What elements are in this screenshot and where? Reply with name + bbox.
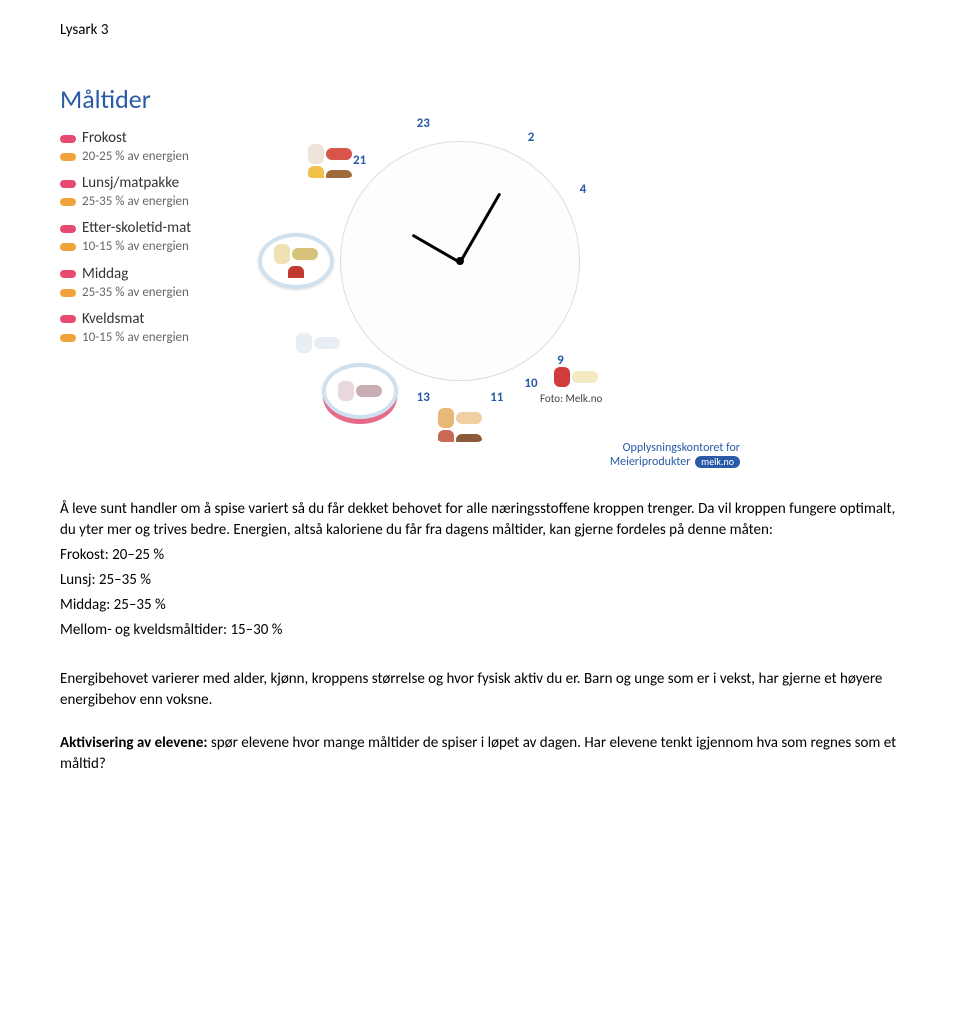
legend-pill-icon xyxy=(60,153,76,161)
food-dinner xyxy=(258,233,334,289)
infographic-title: Måltider xyxy=(60,81,151,117)
infographic-footer: Opplysningskontoret for Meieriprodukter … xyxy=(610,441,740,470)
paragraph-2: Energibehovet varierer med alder, kjønn,… xyxy=(60,669,900,711)
infographic-legend: Frokost 20-25 % av energien Lunsj/matpakke… xyxy=(60,131,270,357)
legend-sub: 25-35 % av energien xyxy=(82,284,189,302)
list-item: Lunsj: 25–35 % xyxy=(60,570,900,591)
energy-distribution-list: Frokost: 20–25 % Lunsj: 25–35 % Middag: 25… xyxy=(60,545,900,641)
photo-credit: Foto: Melk.no xyxy=(540,391,602,406)
footer-line2: Meieriprodukter xyxy=(610,455,691,469)
clock-number: 23 xyxy=(417,115,430,133)
legend-pill-icon xyxy=(60,135,76,143)
footer-line1: Opplysningskontoret for xyxy=(610,441,740,455)
food-porridge xyxy=(322,363,398,419)
clock-number: 11 xyxy=(490,389,503,407)
meal-clock: 23131121410219418 xyxy=(290,91,630,431)
legend-pill-icon xyxy=(60,198,76,206)
legend-pill-icon xyxy=(60,180,76,188)
page-subheader: Lysark 3 xyxy=(60,20,900,41)
food-sandwiches xyxy=(422,397,498,453)
legend-item: Lunsj/matpakke 25-35 % av energien xyxy=(60,176,270,211)
legend-name: Etter-skoletid-mat xyxy=(82,221,191,236)
legend-pill-icon xyxy=(60,225,76,233)
legend-name: Middag xyxy=(82,267,128,282)
legend-pill-icon xyxy=(60,334,76,342)
meals-infographic: Måltider Frokost 20-25 % av energien Lunsj… xyxy=(60,81,680,471)
clock-number: 13 xyxy=(417,389,430,407)
food-yogurt xyxy=(292,133,368,189)
legend-pill-icon xyxy=(60,315,76,323)
legend-item: Frokost 20-25 % av energien xyxy=(60,131,270,166)
footer-line2-wrap: Meieriprodukter melk.no xyxy=(610,455,740,469)
clock-number: 10 xyxy=(524,375,537,393)
legend-name: Lunsj/matpakke xyxy=(82,176,179,191)
list-item: Middag: 25–35 % xyxy=(60,595,900,616)
paragraph-1: Å leve sunt handler om å spise variert s… xyxy=(60,499,900,541)
clock-number: 4 xyxy=(580,181,587,199)
legend-name: Frokost xyxy=(82,131,127,146)
footer-badge: melk.no xyxy=(695,456,740,468)
legend-sub: 25-35 % av energien xyxy=(82,193,189,211)
list-item: Mellom- og kveldsmåltider: 15–30 % xyxy=(60,620,900,641)
legend-pill-icon xyxy=(60,289,76,297)
clock-number: 2 xyxy=(528,129,535,147)
list-item: Frokost: 20–25 % xyxy=(60,545,900,566)
paragraph-3-lead: Aktivisering av elevene: xyxy=(60,734,208,752)
paragraph-3: Aktivisering av elevene: spør elevene hv… xyxy=(60,733,900,775)
legend-sub: 10-15 % av energien xyxy=(82,238,189,256)
legend-sub: 20-25 % av energien xyxy=(82,148,189,166)
legend-pill-icon xyxy=(60,243,76,251)
legend-pill-icon xyxy=(60,270,76,278)
legend-name: Kveldsmat xyxy=(82,312,144,327)
food-water xyxy=(280,315,356,371)
legend-item: Middag 25-35 % av energien xyxy=(60,267,270,302)
legend-sub: 10-15 % av energien xyxy=(82,329,189,347)
legend-item: Etter-skoletid-mat 10-15 % av energien xyxy=(60,221,270,256)
legend-item: Kveldsmat 10-15 % av energien xyxy=(60,312,270,347)
